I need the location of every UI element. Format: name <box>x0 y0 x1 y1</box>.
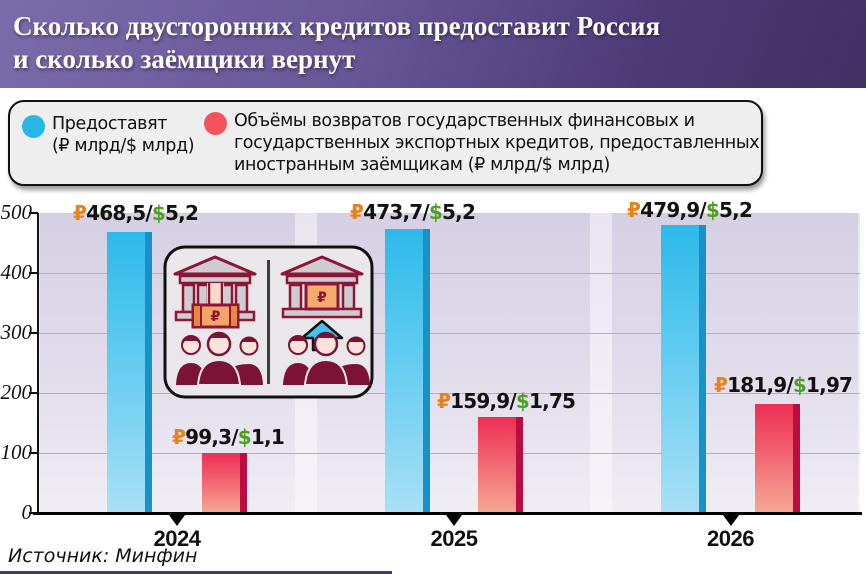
ruble-sign-icon: ₽ <box>627 198 641 222</box>
axis-marker-triangle-2025 <box>446 515 462 526</box>
y-tick-mark-500 <box>29 212 38 214</box>
bar-return-2025 <box>478 417 523 513</box>
bar-provide-2025-shadow-edge <box>423 229 430 513</box>
ruble-sign-icon: ₽ <box>73 201 87 225</box>
bar-provide-2026 <box>661 225 706 513</box>
bar-return-2024-shadow-edge <box>240 453 247 513</box>
y-tick-mark-200 <box>29 392 38 394</box>
bar-provide-2026-shadow-edge <box>699 225 706 513</box>
y-tick-label-400: 400 <box>0 260 33 284</box>
ruble-sign-icon: ₽ <box>714 373 728 397</box>
gridline-200 <box>37 393 860 394</box>
y-tick-mark-100 <box>29 452 38 454</box>
y-tick-label-0: 0 <box>21 500 33 524</box>
y-tick-label-200: 200 <box>0 380 33 404</box>
value-label-provide-2025: ₽473,7/$5,2 <box>350 200 476 224</box>
value-label-provide-2024: ₽468,5/$5,2 <box>73 201 199 225</box>
gridline-300 <box>37 333 860 334</box>
legend-provide-label: Предоставят (₽ млрд/$ млрд) <box>52 114 195 156</box>
legend-item-return: Объёмы возвратов государственных финансо… <box>204 110 766 176</box>
x-axis-label-2025: 2025 <box>430 526 478 551</box>
svg-text:₽: ₽ <box>317 290 327 306</box>
value-label-return-2026: ₽181,9/$1,97 <box>714 373 853 397</box>
gridline-100 <box>37 453 860 454</box>
axis-marker-triangle-2026 <box>722 515 739 526</box>
ruble-sign-icon: ₽ <box>437 389 451 413</box>
ruble-sign-icon: ₽ <box>350 200 364 224</box>
value-label-provide-2026: ₽479,9/$5,2 <box>627 198 753 222</box>
title-line-1: Сколько двусторонних кредитов предостави… <box>13 11 661 41</box>
dollar-sign-icon: $ <box>515 389 530 413</box>
y-tick-label-300: 300 <box>0 320 33 344</box>
bar-chart: ₽ ₽ <box>0 190 866 551</box>
bar-return-2026-shadow-edge <box>793 404 800 513</box>
source-caption: Источник: Минфин <box>8 545 198 567</box>
y-tick-label-500: 500 <box>0 200 33 224</box>
year-panel-2026 <box>612 213 858 513</box>
ruble-sign-icon: ₽ <box>172 425 186 449</box>
provide-series-dot-icon <box>22 115 45 138</box>
banks-people-illustration: ₽ ₽ <box>163 245 374 399</box>
bar-provide-2024 <box>107 232 152 513</box>
value-label-return-2025: ₽159,9/$1,75 <box>437 389 576 413</box>
return-series-dot-icon <box>204 112 227 135</box>
bar-return-2025-shadow-edge <box>516 417 523 513</box>
x-axis-line <box>33 512 862 515</box>
bar-provide-2025 <box>385 229 430 513</box>
value-label-return-2024: ₽99,3/$1,1 <box>172 425 285 449</box>
y-tick-mark-400 <box>29 272 38 274</box>
x-axis-label-2026: 2026 <box>707 526 754 551</box>
footer-strip <box>0 571 392 574</box>
bar-return-2024 <box>202 453 247 513</box>
header: Сколько двусторонних кредитов предостави… <box>0 0 866 88</box>
title-line-2: и сколько заёмщики вернут <box>13 44 356 74</box>
y-tick-mark-300 <box>29 332 38 334</box>
dollar-sign-icon: $ <box>792 373 807 397</box>
people-group-right-icon <box>283 331 370 386</box>
bar-provide-2024-shadow-edge <box>145 232 152 513</box>
dollar-sign-icon: $ <box>705 198 720 222</box>
bank-giving-money-icon: ₽ <box>173 255 257 329</box>
dollar-sign-icon: $ <box>428 200 443 224</box>
dollar-sign-icon: $ <box>237 425 252 449</box>
page-title: Сколько двусторонних кредитов предостави… <box>0 0 866 76</box>
bar-return-2026 <box>755 404 800 513</box>
x-axis-label-2024: 2024 <box>153 526 201 551</box>
legend-item-provide: Предоставят (₽ млрд/$ млрд) <box>22 113 195 157</box>
dollar-sign-icon: $ <box>151 201 166 225</box>
y-axis-line <box>37 213 39 514</box>
gridline-400 <box>37 273 860 274</box>
legend-return-label: Объёмы возвратов государственных финансо… <box>234 111 760 175</box>
legend: Предоставят (₽ млрд/$ млрд) Объёмы возвр… <box>8 100 763 186</box>
plot-area <box>37 213 860 513</box>
svg-text:₽: ₽ <box>211 309 221 325</box>
axis-marker-triangle-2024 <box>169 515 185 526</box>
y-tick-label-100: 100 <box>0 440 33 464</box>
people-group-left-icon <box>176 331 263 386</box>
